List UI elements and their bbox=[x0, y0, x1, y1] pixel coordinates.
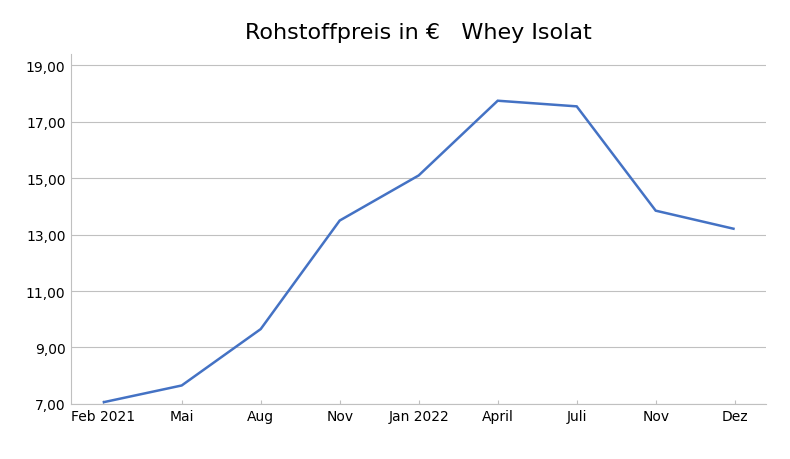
Title: Rohstoffpreis in €   Whey Isolat: Rohstoffpreis in € Whey Isolat bbox=[246, 22, 592, 42]
